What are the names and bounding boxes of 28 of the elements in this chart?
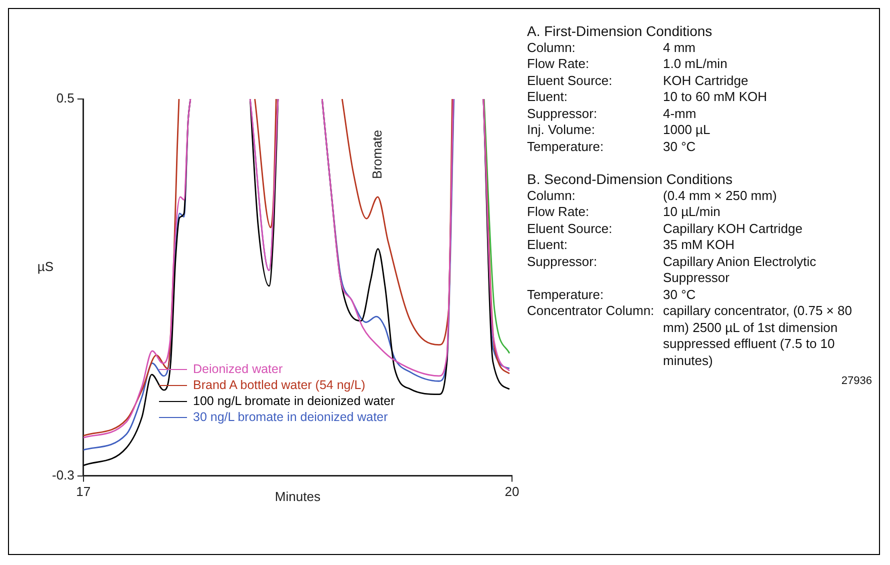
x-tick-label: 17 xyxy=(76,484,91,500)
legend-label: 30 ng/L bromate in deionized water xyxy=(193,409,388,425)
legend-label: Brand A bottled water (54 ng/L) xyxy=(193,377,366,393)
y-tick-label: 0.5 xyxy=(56,90,74,106)
text: Suppressor: Capillary Anion Electrolytic Suppressor xyxy=(527,254,816,285)
text: Column: (0.4 mm × 250 mm) xyxy=(527,188,777,202)
legend-label: 100 ng/L bromate in deionized water xyxy=(193,393,395,409)
y-axis-title: µS xyxy=(37,258,54,274)
text: Eluent Source: KOH Cartridge xyxy=(527,72,748,88)
text: Eluent: 10 to 60 mM KOH xyxy=(527,89,768,104)
x-axis-title: Minutes xyxy=(274,488,321,504)
y-tick-label: -0.3 xyxy=(52,467,74,482)
text: Suppressor: 4-mm xyxy=(527,106,696,120)
text: Temperature: 30 °C xyxy=(527,138,696,154)
text: A. First-Dimension Conditions xyxy=(527,23,714,40)
annotation: Bromate xyxy=(370,130,385,179)
text: Flow Rate: 10 µL/min xyxy=(527,204,720,219)
text: Eluent: 35 mM KOH xyxy=(527,237,735,252)
text: B. Second-Dimension Conditions xyxy=(527,171,734,188)
text: Temperature: 30 °C xyxy=(527,286,696,302)
text: 27936 xyxy=(840,374,872,389)
legend-label: Deionized water xyxy=(193,361,283,377)
text: Inj. Volume: 1000 µL xyxy=(527,122,710,137)
text: Concentrator Column: capillary concentrator, (0.75 × 80 mm) 2500 µL of 1st dimension suppressed effluent (7.5 to 10 minutes) xyxy=(527,303,853,369)
text: Flow Rate: 1.0 mL/min xyxy=(527,56,728,71)
text: Eluent Source: Capillary KOH Cartridge xyxy=(527,220,802,236)
text: Column: 4 mm xyxy=(527,40,696,54)
x-tick-label: 20 xyxy=(504,484,520,500)
